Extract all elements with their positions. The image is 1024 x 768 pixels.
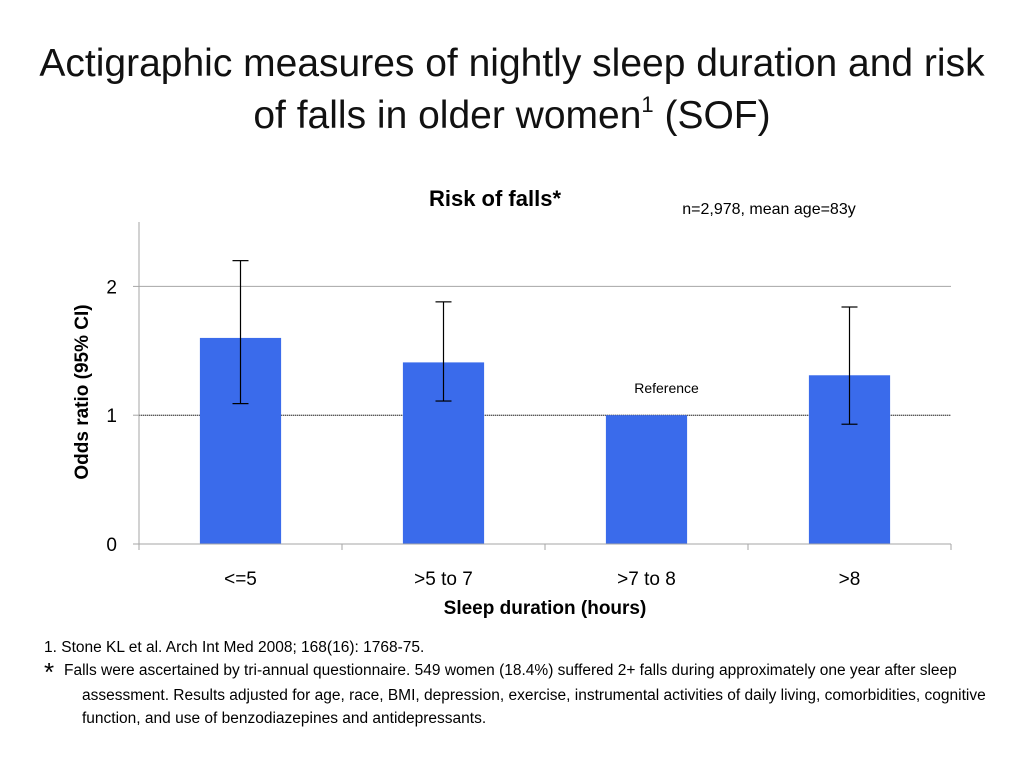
bar-chart: Risk of falls* n=2,978, mean age=83y 0 1 2… xyxy=(72,186,952,619)
footnote-asterisk: * Falls were ascertained by tri-annual qu… xyxy=(44,659,994,730)
footnote-reference: 1. Stone KL et al. Arch Int Med 2008; 16… xyxy=(44,639,425,656)
x-tick-label: <=5 xyxy=(224,569,257,590)
x-tick-label: >5 to 7 xyxy=(414,569,473,590)
y-tick-label: 2 xyxy=(106,277,117,298)
error-bars xyxy=(232,260,858,425)
y-tick-label: 0 xyxy=(106,535,117,556)
footnotes: 1. Stone KL et al. Arch Int Med 2008; 16… xyxy=(44,636,994,730)
chart-subtitle: n=2,978, mean age=83y xyxy=(682,201,855,218)
asterisk-symbol: * xyxy=(44,657,55,687)
chart-title: Risk of falls* xyxy=(429,186,561,211)
x-tick-label: >8 xyxy=(839,569,861,590)
y-axis-label: Odds ratio (95% CI) xyxy=(72,304,93,479)
y-tick-labels: 0 1 2 xyxy=(106,277,117,556)
x-axis-label: Sleep duration (hours) xyxy=(444,598,647,619)
footnote-asterisk-text: Falls were ascertained by tri-annual que… xyxy=(64,662,986,727)
axes xyxy=(133,222,952,550)
slide-title-superscript: 1 xyxy=(641,92,654,117)
bar xyxy=(605,415,688,544)
x-tick-labels: <=5 >5 to 7 >7 to 8 >8 xyxy=(224,569,860,590)
y-tick-label: 1 xyxy=(106,406,117,427)
slide-title-suffix: (SOF) xyxy=(653,94,771,137)
bars xyxy=(199,337,891,544)
slide-title: Actigraphic measures of nightly sleep du… xyxy=(20,38,1004,142)
reference-label: Reference xyxy=(634,380,699,396)
slide-title-main: Actigraphic measures of nightly sleep du… xyxy=(39,42,985,137)
x-tick-label: >7 to 8 xyxy=(617,569,676,590)
